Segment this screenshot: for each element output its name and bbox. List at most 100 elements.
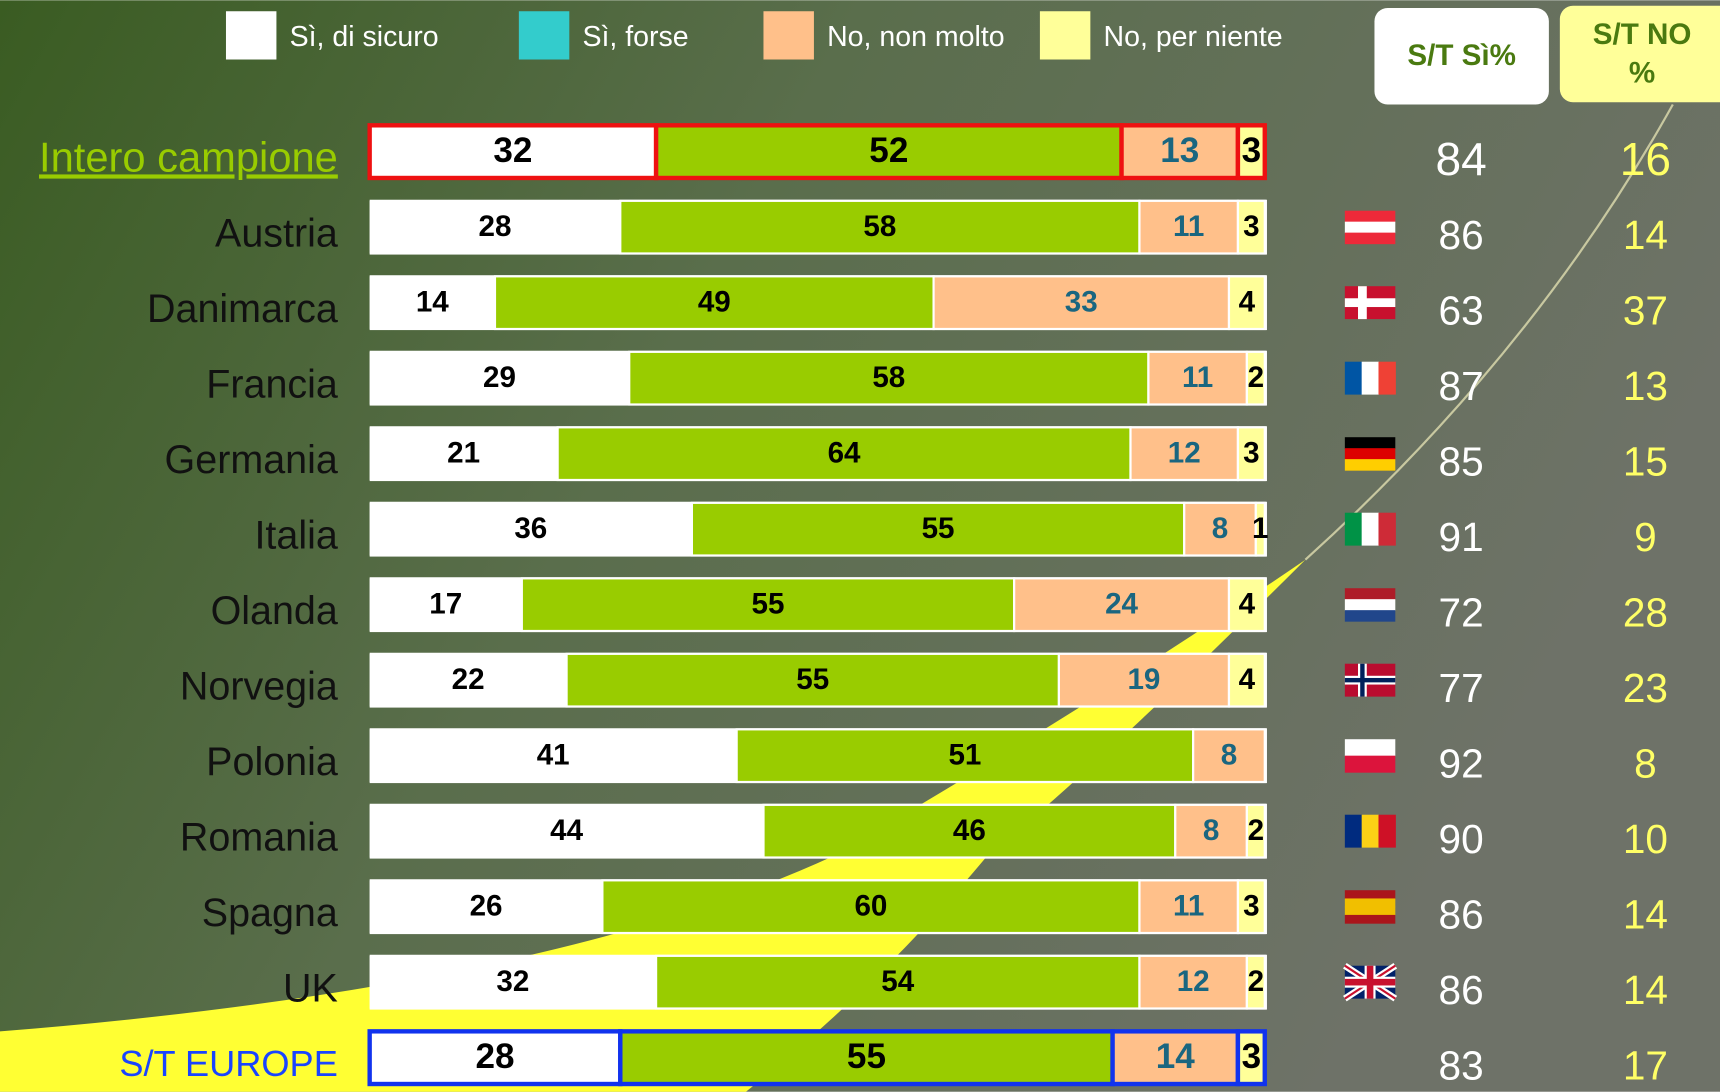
bar-segment [1235,1029,1267,1087]
bar-segment [369,729,737,782]
bar-segment [1236,199,1266,255]
total-value: 13 [1623,363,1668,409]
value-label: 19 [1127,663,1160,696]
bar-segment [369,427,558,480]
flag [1344,588,1396,600]
value-label: 17 [429,588,462,621]
value-label: 2 [1248,965,1264,998]
total-value: 63 [1439,287,1484,333]
category-label: Polonia [206,740,338,784]
bar-segment [655,954,1141,1010]
bar-segment [1245,350,1266,406]
value-label: 2 [1248,814,1264,847]
value-label: 3 [1242,1037,1262,1076]
flag [1344,906,1396,916]
total-value: 14 [1623,212,1668,258]
total-value: 9 [1634,514,1657,560]
value-label: 33 [1065,286,1098,319]
flag [1344,914,1396,924]
total-value: 87 [1439,363,1484,409]
value-label: 12 [1177,965,1210,998]
value-label: 13 [1160,131,1199,170]
bar-segment [556,426,1132,482]
value-label: 21 [447,437,480,470]
bar-segment [369,351,630,405]
bar-segment [1227,577,1266,633]
total-value: 86 [1439,212,1484,258]
flag [1378,814,1396,848]
value-label: 2 [1248,361,1264,394]
bar-segment [618,1029,1115,1087]
value-label: 41 [537,739,570,772]
legend-label: Sì, di sicuro [290,21,439,53]
bar-segment [369,276,495,329]
flag [1344,221,1396,234]
flag [1378,361,1396,395]
category-label: Spagna [202,891,338,935]
value-label: 11 [1182,361,1213,394]
flag [1344,890,1396,899]
value-label: 11 [1173,890,1204,923]
value-label: 32 [496,965,529,998]
total-value: 28 [1623,589,1668,635]
value-label: 4 [1239,663,1256,696]
value-label: 28 [475,1037,514,1076]
column-header: S/T NO % [1592,17,1692,90]
total-value: 14 [1623,891,1668,937]
bar-segment [1245,803,1266,859]
total-value: 37 [1623,287,1668,333]
value-label: 58 [863,210,896,243]
flag [1344,814,1363,848]
flag [1344,298,1396,308]
flag [1344,232,1396,245]
total-value: 72 [1439,589,1484,635]
header-wrap: S/T Sì% [1407,39,1516,72]
total-value: 92 [1439,740,1484,786]
total-value: 17 [1623,1042,1668,1088]
value-label: 49 [698,286,731,319]
bar-segment [1227,275,1266,331]
legend-swatch [225,11,277,60]
total-value: 23 [1623,665,1668,711]
bar-segment [735,728,1195,784]
bar-segment [493,275,935,331]
category-label: Germania [165,438,338,482]
legend-swatch [763,11,814,60]
flag [1344,898,1396,908]
total-value: 16 [1620,133,1671,185]
value-label: 32 [493,131,532,170]
swoosh-line [1304,103,1674,561]
value-label: 12 [1168,437,1201,470]
category-label: Olanda [211,589,338,633]
bar-segment [1147,350,1248,406]
value-label: 14 [416,286,449,319]
total-value: 86 [1439,891,1484,937]
value-label: 26 [470,890,503,923]
value-label: 3 [1243,437,1259,470]
legend-swatch [518,11,570,60]
value-label: 55 [847,1037,886,1076]
bar-segment [565,652,1060,708]
bar-segment [369,578,522,631]
category-label: UK [283,966,338,1010]
bar-segment [369,653,567,707]
flag [1344,210,1396,223]
value-label: 44 [550,814,583,847]
flag [1361,512,1380,546]
category-label: Austria [215,211,338,255]
value-label: 36 [514,512,547,545]
total-value: 90 [1439,816,1484,862]
bar-segment [369,200,621,254]
bar-segment [1138,199,1240,255]
flag [1361,814,1380,848]
value-label: 46 [953,814,986,847]
header-box [1374,7,1549,105]
bar-segment [690,501,1186,557]
bar-segment [1227,652,1266,708]
value-label: 3 [1243,890,1259,923]
total-value: 77 [1439,665,1484,711]
bar-segment [369,955,657,1009]
bar-segment [369,502,692,556]
bar-segment [1138,954,1248,1010]
